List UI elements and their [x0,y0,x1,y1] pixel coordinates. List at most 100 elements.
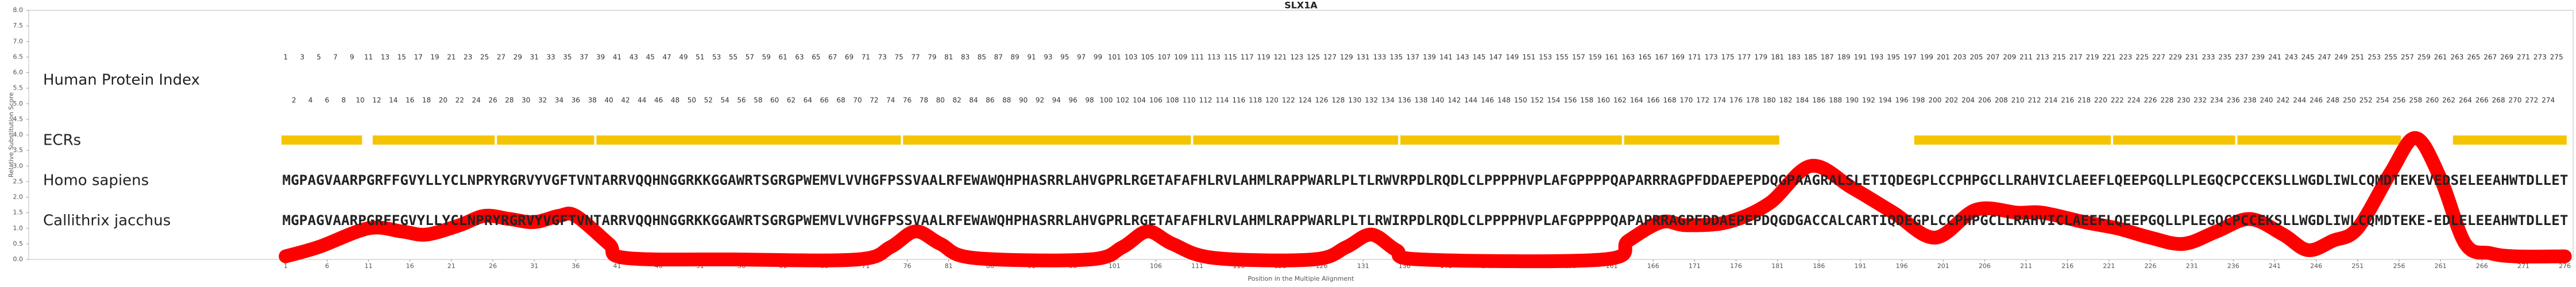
protein-index: 196 [1895,96,1909,104]
protein-index: 118 [1249,96,1262,104]
protein-index: 1 [284,53,288,61]
protein-index: 85 [978,53,986,61]
y-tick-label: 2.0 [13,193,24,201]
protein-index: 202 [1945,96,1958,104]
protein-index: 261 [2434,53,2447,61]
protein-index: 13 [381,53,389,61]
protein-index: 136 [1398,96,1411,104]
protein-index: 56 [737,96,746,104]
protein-index: 113 [1207,53,1221,61]
protein-index: 53 [712,53,721,61]
protein-index: 106 [1149,96,1163,104]
protein-index: 164 [1630,96,1643,104]
protein-index: 246 [2309,96,2323,104]
protein-index: 8 [342,96,346,104]
score-line [279,131,2572,269]
protein-index: 200 [1928,96,1941,104]
protein-index: 65 [812,53,820,61]
protein-index: 201 [1937,53,1950,61]
protein-index: 133 [1373,53,1387,61]
protein-index: 105 [1141,53,1154,61]
protein-index: 151 [1522,53,1535,61]
protein-index: 7 [333,53,338,61]
protein-index: 153 [1539,53,1552,61]
protein-index: 61 [778,53,787,61]
protein-index: 252 [2359,96,2373,104]
x-tick-label: 221 [2103,262,2115,270]
protein-index: 38 [588,96,597,104]
row-label: ECRs [43,132,81,149]
protein-index: 227 [2152,53,2165,61]
protein-index: 39 [596,53,605,61]
protein-index: 46 [654,96,663,104]
protein-index: 120 [1265,96,1279,104]
x-tick-label: 236 [2227,262,2239,270]
protein-index: 158 [1580,96,1593,104]
protein-index: 54 [720,96,729,104]
protein-index: 114 [1215,96,1229,104]
protein-index: 235 [2218,53,2231,61]
protein-index: 127 [1323,53,1337,61]
protein-index: 34 [555,96,563,104]
protein-index: 206 [1978,96,1991,104]
protein-index: 101 [1108,53,1121,61]
protein-index: 230 [2177,96,2190,104]
x-tick-label: 166 [1647,262,1659,270]
protein-index: 263 [2451,53,2464,61]
x-tick-label: 101 [1109,262,1121,270]
protein-index: 107 [1157,53,1171,61]
x-tick-label: 231 [2186,262,2198,270]
protein-index: 119 [1257,53,1270,61]
protein-index: 94 [1052,96,1061,104]
protein-index: 232 [2193,96,2207,104]
protein-index: 251 [2351,53,2364,61]
x-tick-label: 266 [2476,262,2488,270]
protein-index: 210 [2011,96,2025,104]
protein-index: 169 [1671,53,1685,61]
x-tick-label: 216 [2061,262,2073,270]
chart-title: SLX1A [1284,0,1318,11]
x-tick-label: 16 [406,262,414,270]
protein-index: 162 [1613,96,1627,104]
y-tick-label: 3.5 [13,146,24,154]
protein-index: 44 [638,96,646,104]
y-tick-label: 0.0 [13,255,24,263]
x-tick-label: 36 [571,262,580,270]
protein-index: 198 [1912,96,1925,104]
protein-index: 100 [1099,96,1113,104]
x-axis-label: Position in the Multiple Alignment [1248,275,1355,282]
protein-index: 242 [2276,96,2289,104]
protein-index: 173 [1705,53,1718,61]
protein-index: 207 [1986,53,1999,61]
protein-index: 191 [1854,53,1867,61]
protein-index: 88 [1002,96,1011,104]
x-tick-label: 11 [365,262,373,270]
protein-index: 140 [1431,96,1445,104]
protein-index: 139 [1423,53,1436,61]
protein-index: 67 [828,53,837,61]
protein-index: 87 [994,53,1003,61]
protein-index: 135 [1389,53,1403,61]
x-tick-label: 201 [1937,262,1949,270]
protein-index: 48 [671,96,679,104]
ecr-bar [596,135,901,145]
protein-index: 204 [1961,96,1975,104]
protein-index: 16 [405,96,414,104]
protein-index: 121 [1273,53,1287,61]
protein-index: 57 [746,53,754,61]
protein-index: 222 [2111,96,2124,104]
x-tick-label: 26 [489,262,497,270]
protein-index: 226 [2144,96,2157,104]
protein-index: 224 [2127,96,2141,104]
protein-index: 104 [1133,96,1146,104]
x-tick-label: 211 [2020,262,2032,270]
protein-index: 253 [2368,53,2381,61]
protein-index: 186 [1812,96,1825,104]
protein-index: 122 [1282,96,1295,104]
protein-index: 266 [2475,96,2489,104]
protein-index: 247 [2318,53,2331,61]
protein-index: 55 [729,53,737,61]
protein-index: 49 [679,53,688,61]
protein-index: 96 [1069,96,1077,104]
protein-index: 111 [1191,53,1204,61]
